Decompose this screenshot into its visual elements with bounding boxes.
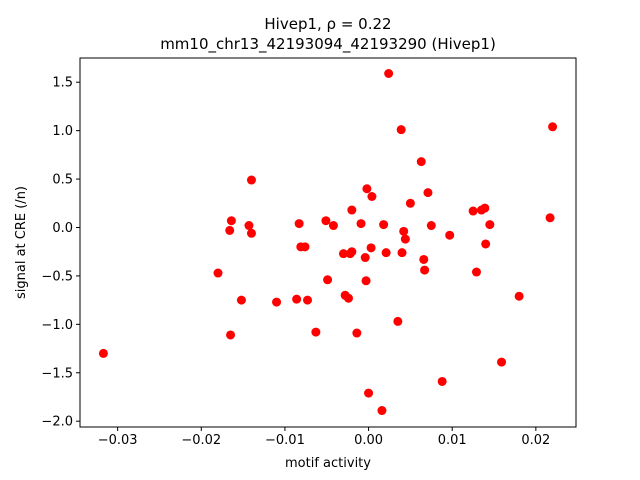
y-axis-label: signal at CRE (/n) xyxy=(14,186,29,299)
data-point xyxy=(416,157,426,167)
y-tick-label: 1.0 xyxy=(52,124,73,139)
data-point xyxy=(480,203,490,213)
data-point xyxy=(437,376,447,386)
data-point xyxy=(497,357,507,367)
data-point xyxy=(246,175,256,185)
data-point xyxy=(364,388,374,398)
y-tick-label: 0.5 xyxy=(52,173,73,188)
data-point xyxy=(360,253,370,263)
data-point xyxy=(311,327,321,337)
y-tick-label: −1.5 xyxy=(41,366,73,381)
x-tick-label: 0.02 xyxy=(521,433,550,448)
data-point xyxy=(485,220,495,230)
data-point xyxy=(272,297,282,307)
data-point xyxy=(292,294,302,304)
data-point xyxy=(338,249,348,259)
data-point xyxy=(384,68,394,78)
data-point xyxy=(420,265,430,275)
data-point xyxy=(321,216,331,226)
x-axis-label: motif activity xyxy=(285,456,371,471)
data-point xyxy=(548,122,558,132)
data-point xyxy=(361,276,371,286)
chart-title-line1: Hivep1, ρ = 0.22 xyxy=(264,15,391,33)
data-point xyxy=(343,293,353,303)
data-point xyxy=(426,221,436,231)
y-tick-label: −1.0 xyxy=(41,318,73,333)
data-point xyxy=(514,291,524,301)
data-point xyxy=(481,239,491,249)
data-point xyxy=(396,125,406,135)
y-tick-label: 0.0 xyxy=(52,221,73,236)
data-point xyxy=(356,219,366,229)
data-point xyxy=(225,225,235,235)
data-point xyxy=(423,188,433,198)
data-point xyxy=(300,242,310,252)
data-point xyxy=(347,205,357,215)
data-point xyxy=(419,254,429,264)
data-point xyxy=(226,330,236,340)
data-point xyxy=(445,230,455,240)
data-point xyxy=(399,226,409,236)
data-point xyxy=(244,221,254,231)
x-tick-label: 0.00 xyxy=(354,433,383,448)
data-point xyxy=(468,206,478,216)
data-point xyxy=(352,328,362,338)
y-tick-label: 1.5 xyxy=(52,76,73,91)
chart-title-line2: mm10_chr13_42193094_42193290 (Hivep1) xyxy=(160,35,496,54)
data-point xyxy=(545,213,555,223)
data-point xyxy=(98,348,108,358)
data-points xyxy=(98,68,558,416)
data-point xyxy=(213,268,223,278)
x-tick-label: −0.02 xyxy=(181,433,221,448)
data-point xyxy=(328,221,338,231)
y-tick-label: −2.0 xyxy=(41,415,73,430)
x-tick-label: 0.01 xyxy=(438,433,467,448)
data-point xyxy=(294,219,304,229)
data-point xyxy=(471,267,481,277)
data-point xyxy=(367,191,377,201)
data-point xyxy=(379,220,389,230)
x-tick-label: −0.03 xyxy=(98,433,138,448)
data-point xyxy=(400,234,410,244)
data-point xyxy=(366,243,376,253)
data-point xyxy=(397,248,407,258)
y-axis-ticks: −2.0 −1.5 −1.0 −0.5 0.0 0.5 1.0 1.5 xyxy=(41,76,80,430)
data-point xyxy=(362,184,372,194)
data-point xyxy=(347,247,357,257)
y-tick-label: −0.5 xyxy=(41,269,73,284)
data-point xyxy=(381,248,391,258)
data-point xyxy=(393,316,403,326)
data-point xyxy=(323,275,333,285)
x-tick-label: −0.01 xyxy=(265,433,305,448)
data-point xyxy=(303,295,313,305)
data-point xyxy=(236,295,246,305)
data-point xyxy=(377,406,387,416)
data-point xyxy=(226,216,236,226)
data-point xyxy=(246,228,256,238)
x-axis-ticks: −0.03 −0.02 −0.01 0.00 0.01 0.02 xyxy=(98,427,550,448)
plot-frame xyxy=(79,57,577,428)
data-point xyxy=(405,198,415,208)
